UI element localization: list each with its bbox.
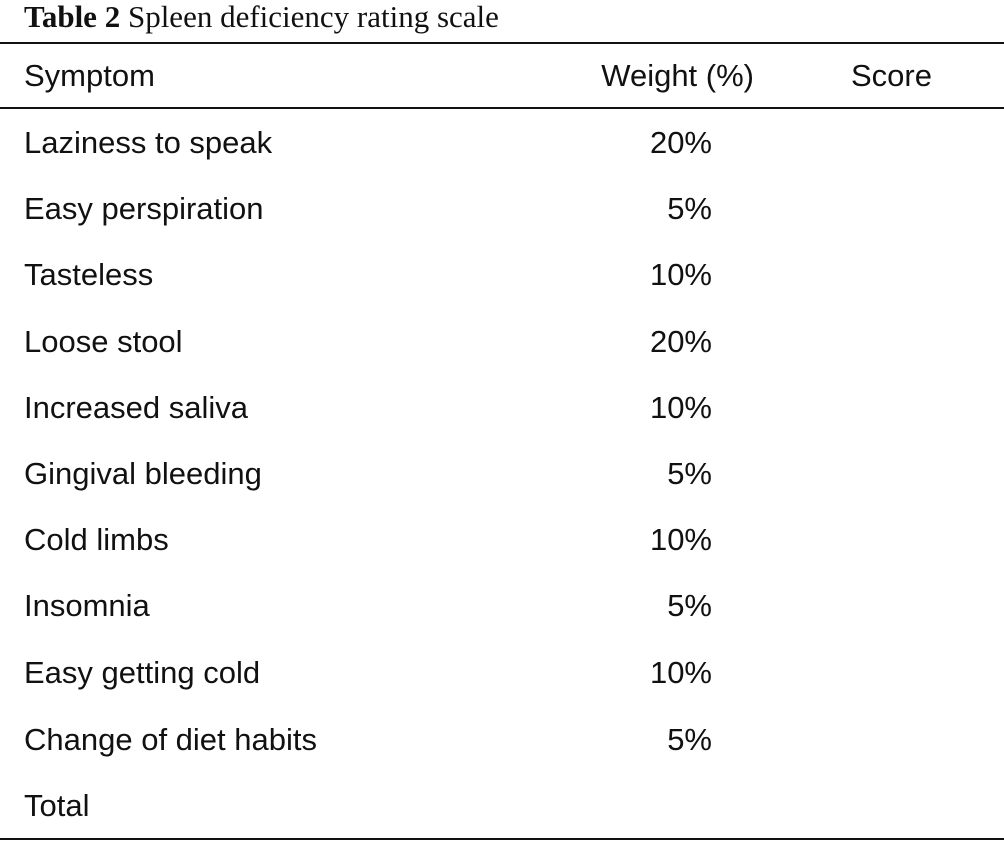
column-header-score: Score — [851, 58, 932, 93]
column-header-symptom: Symptom — [24, 58, 155, 93]
symptom-cell: Loose stool — [24, 324, 183, 359]
weight-cell: 5% — [667, 456, 712, 491]
weight-cell: 10% — [649, 257, 712, 292]
weight-cell: 5% — [667, 588, 712, 623]
weight-cell: 5% — [667, 191, 712, 226]
table-row: Laziness to speak 20% — [0, 121, 1004, 165]
table-row: Cold limbs 10% — [0, 518, 1004, 562]
table-number: Table 2 — [24, 0, 121, 34]
weight-cell: 5% — [667, 722, 712, 757]
symptom-cell: Cold limbs — [24, 522, 169, 557]
table-total-row: Total — [0, 784, 1004, 828]
symptom-cell: Change of diet habits — [24, 722, 317, 757]
table-title: Spleen deficiency rating scale — [127, 0, 499, 34]
weight-cell: 10% — [649, 522, 712, 557]
weight-cell: 10% — [649, 655, 712, 690]
total-label: Total — [24, 788, 90, 823]
symptom-cell: Easy perspiration — [24, 191, 264, 226]
symptom-cell: Increased saliva — [24, 390, 249, 425]
weight-cell: 20% — [649, 324, 712, 359]
table-row: Insomnia 5% — [0, 584, 1004, 628]
symptom-cell: Easy getting cold — [24, 655, 261, 690]
table-row: Loose stool 20% — [0, 320, 1004, 364]
weight-cell: 20% — [649, 125, 712, 160]
table-top-rule — [0, 42, 1004, 44]
table-row: Tasteless 10% — [0, 253, 1004, 297]
table-caption: Table 2 Spleen deficiency rating scale — [24, 0, 499, 36]
table-header-rule — [0, 107, 1004, 109]
symptom-cell: Gingival bleeding — [24, 456, 262, 491]
weight-cell: 10% — [649, 390, 712, 425]
table-row: Easy perspiration 5% — [0, 187, 1004, 231]
symptom-cell: Tasteless — [24, 257, 154, 292]
table-row: Gingival bleeding 5% — [0, 452, 1004, 496]
table-row: Increased saliva 10% — [0, 386, 1004, 430]
symptom-cell: Insomnia — [24, 588, 150, 623]
table-header-row: Symptom Weight (%) Score — [0, 54, 1004, 98]
table-row: Change of diet habits 5% — [0, 718, 1004, 762]
symptom-cell: Laziness to speak — [24, 125, 273, 160]
table-bottom-rule — [0, 838, 1004, 840]
table-row: Easy getting cold 10% — [0, 651, 1004, 695]
column-header-weight: Weight (%) — [601, 58, 754, 93]
